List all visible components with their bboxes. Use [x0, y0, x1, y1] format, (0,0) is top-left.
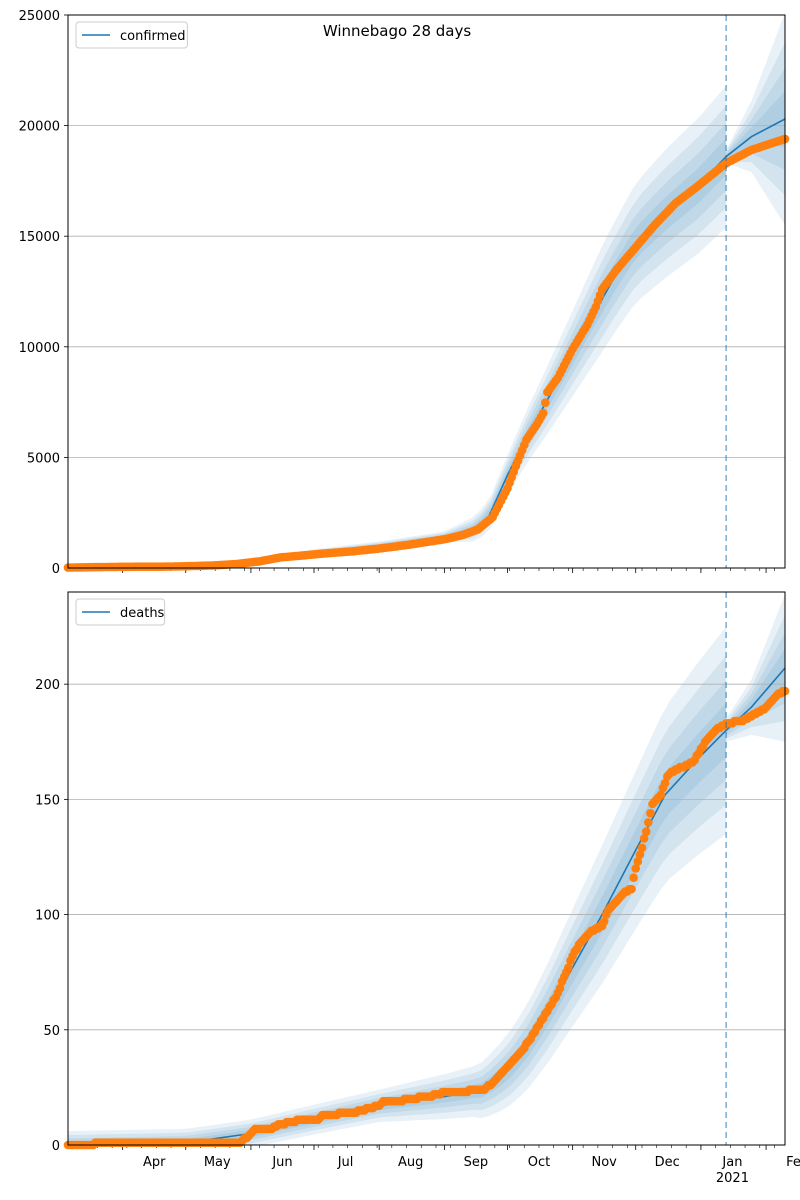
legend-label: deaths [120, 606, 165, 621]
y-tick-label: 15000 [19, 230, 60, 245]
legend: confirmed [75, 21, 188, 49]
observed-point [599, 917, 609, 926]
figure-title: Winnebago 28 days [323, 22, 472, 40]
fit-band-1 [68, 626, 727, 1145]
x-tick-label: Apr [143, 1155, 166, 1170]
x-tick-label: Nov [591, 1155, 617, 1170]
observed-point [629, 873, 638, 882]
fit-band-2 [68, 105, 727, 568]
x-year-label: 2021 [716, 1171, 749, 1186]
y-tick-label: 200 [35, 678, 60, 693]
y-tick-label: 150 [35, 793, 60, 808]
x-tick-label: Jun [271, 1155, 292, 1170]
y-tick-label: 20000 [19, 120, 60, 135]
fit-band-3 [68, 680, 727, 1145]
observed-point [631, 864, 640, 873]
axes-frame [67, 14, 786, 569]
observed-point [538, 408, 548, 418]
y-tick-label: 100 [35, 909, 60, 924]
legend-box [75, 21, 188, 49]
y-tick-label: 0 [52, 1139, 60, 1154]
observed-point [644, 818, 653, 827]
forecast-band-1 [726, 15, 785, 226]
axes-frame [67, 591, 786, 1146]
y-tick-label: 0 [52, 562, 60, 577]
x-tick-label: Sep [464, 1155, 489, 1170]
y-tick-label: 5000 [27, 451, 60, 466]
x-tick-label: Aug [398, 1155, 423, 1170]
fit-band-4 [68, 703, 727, 1145]
observed-point [633, 857, 643, 866]
observed-point [639, 834, 649, 843]
confirmed-panel: 0 5000 10000 15000 20000 25000 confirmed [19, 9, 790, 577]
observed-point [564, 963, 573, 972]
x-tick-label: Jan [721, 1155, 742, 1170]
x-tick-label: Dec [655, 1155, 680, 1170]
deaths-panel: 0 50 100 150 200 Apr May Jun Jul Aug Sep Oct Nov Dec J… [35, 591, 800, 1186]
observed-point [646, 808, 655, 818]
legend: deaths [75, 598, 166, 626]
fit-band-2 [68, 655, 727, 1145]
observed-point [641, 827, 651, 836]
y-tick-label: 25000 [19, 9, 60, 24]
observed-point [627, 884, 636, 894]
forecast-band-4 [726, 648, 785, 734]
observed-point [637, 843, 647, 853]
forecast-band-3 [726, 632, 785, 736]
y-tick-label: 50 [43, 1024, 60, 1039]
observed-point [635, 850, 645, 859]
observed-point [541, 398, 550, 408]
legend-box [75, 598, 166, 626]
observed-point [555, 984, 565, 993]
x-tick-label: May [204, 1155, 231, 1170]
legend-label: confirmed [120, 29, 186, 44]
y-tick-label: 10000 [19, 341, 60, 356]
observed-point [660, 778, 670, 788]
x-tick-label: Jul [337, 1155, 354, 1170]
observed-point [656, 790, 666, 800]
x-tick-label: Feb [786, 1155, 800, 1170]
fit-band-1 [68, 85, 727, 569]
x-tick-label: Oct [528, 1155, 550, 1170]
